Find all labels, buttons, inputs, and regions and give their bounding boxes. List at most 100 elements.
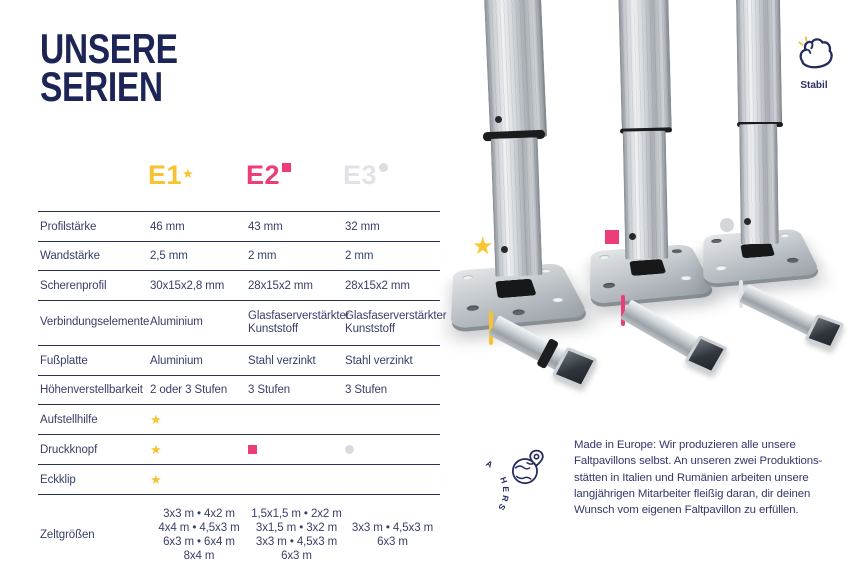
plate-hole	[462, 275, 473, 280]
cell-e1: ★	[150, 435, 248, 464]
row-label: Profilstärke	[40, 220, 97, 233]
cell-e3: 28x15x2 mm	[345, 279, 410, 292]
row-label: Scherenprofil	[40, 279, 107, 292]
text-line: stätten in Italien und Rumänien arbeiten…	[574, 471, 809, 484]
row-label: Fußplatte	[40, 354, 88, 367]
europe-stamp: HERSTELLER AUS EUROPA	[438, 427, 568, 528]
table-row-fussplatte: Fußplatte Aluminium Stahl verzinkt Stahl…	[38, 345, 440, 375]
row-label: Zeltgrößen	[40, 529, 95, 541]
square-icon	[248, 445, 257, 454]
series-header-e3: E3	[343, 160, 389, 191]
size-line: 4x4 m • 4,5x3 m	[158, 522, 240, 534]
plate-hole	[603, 282, 616, 289]
cell-e1: Aluminium	[150, 316, 203, 329]
series-header-e2: E2	[246, 160, 292, 191]
made-in-europe-text: Made in Europe: Wir produzieren alle uns…	[574, 437, 844, 518]
cell-e2: Stahl verzinkt	[248, 354, 316, 367]
pole-e2-lower	[622, 130, 669, 260]
size-line: 6x3 m	[281, 550, 312, 562]
series-header-e1: E1★	[148, 160, 194, 191]
plate-hole	[679, 274, 693, 281]
stabil-label: Stabil	[800, 80, 828, 91]
row-label: Druckknopf	[40, 443, 98, 456]
tube-clamp	[536, 337, 560, 369]
cell-e2: 28x15x2 mm	[248, 279, 313, 292]
size-line: 3x3 m • 4,5x3 m	[351, 522, 434, 534]
plate-hole	[599, 254, 610, 260]
square-icon	[605, 230, 619, 244]
tick-e3	[739, 280, 743, 308]
rubber-collar	[629, 258, 667, 276]
page-title-line2: SERIEN	[40, 63, 163, 110]
plate-hole	[711, 238, 722, 244]
cell-e2	[248, 435, 345, 464]
cell-e3: 3 Stufen	[345, 384, 388, 396]
series-e2-label: E2	[246, 160, 281, 190]
circle-icon	[379, 163, 389, 172]
table-row-profilstaerke: Profilstärke 46 mm 43 mm 32 mm	[38, 211, 440, 241]
row-label: Aufstellhilfe	[40, 413, 98, 426]
pole-e2-upper	[618, 0, 672, 133]
cell-e3	[345, 465, 440, 494]
rubber-collar	[495, 278, 537, 299]
size-line: 8x4 m	[183, 550, 215, 562]
tick-e2	[621, 295, 625, 326]
cell-e2	[248, 405, 345, 434]
cell-e3: Glasfaserverstärkter Kunststoff	[345, 309, 447, 336]
table-row-zeltgroessen: Zeltgrößen 3x3 m • 4x2 m 4x4 m • 4,5x3 m…	[38, 494, 440, 563]
cell-e2: 43 mm	[248, 220, 283, 233]
cell-e2: 3 Stufen	[248, 384, 291, 396]
cell-e3: 32 mm	[345, 220, 380, 233]
cell-e2: 1,5x1,5 m • 2x2 m 3x1,5 m • 3x2 m 3x3 m …	[248, 497, 345, 563]
star-icon: ★	[182, 166, 195, 181]
pole-hole	[495, 116, 502, 123]
star-icon: ★	[150, 411, 162, 427]
table-row-verbindungselemente: Verbindungselemente Aluminium Glasfaserv…	[38, 300, 447, 345]
star-icon: ★	[150, 471, 162, 487]
cell-e1: 46 mm	[150, 220, 185, 233]
row-label: Wandstärke	[40, 250, 100, 262]
table-row-eckklip: Eckklip ★	[38, 464, 440, 494]
row-label: Eckklip	[40, 473, 76, 486]
circle-icon	[345, 445, 354, 454]
star-icon: ★	[150, 441, 162, 457]
cell-e1: ★	[150, 405, 248, 434]
plate-hole	[671, 249, 683, 254]
cell-e3: 2 mm	[345, 250, 374, 262]
profile-tube-e2	[620, 293, 734, 375]
cell-e2	[248, 465, 345, 494]
pole-e3-lower	[739, 123, 779, 245]
pole-e1-upper	[483, 0, 548, 140]
size-line: 6x3 m • 6x4 m	[163, 536, 235, 548]
table-row-scherenprofil: Scherenprofil 30x15x2,8 mm 28x15x2 mm 28…	[38, 270, 440, 300]
pole-e3-upper	[735, 0, 783, 125]
cell-e3: Stahl verzinkt	[345, 354, 413, 367]
page-title-line1: UNSERE	[40, 25, 178, 72]
text-line: Faltpavillons selbst. An unseren zwei Pr…	[574, 455, 823, 468]
cell-e1: 3x3 m • 4x2 m 4x4 m • 4,5x3 m 6x3 m • 6x…	[150, 497, 248, 563]
size-line: 3x3 m • 4,5x3 m	[255, 536, 338, 548]
globe-icon	[511, 458, 538, 485]
tube-body	[739, 283, 821, 337]
circle-icon	[720, 218, 734, 232]
cell-e1: Aluminium	[150, 354, 203, 367]
cell-e1: ★	[150, 465, 248, 494]
plate-hole	[778, 233, 791, 238]
text-line: Wunsch vom eigenen Faltpavillon zu erfül…	[574, 504, 799, 517]
size-line: 6x3 m	[377, 536, 408, 548]
text-line: Made in Europe: Wir produzieren alle uns…	[574, 439, 796, 451]
table-row-hoehenverstellbarkeit: Höhenverstellbarkeit 2 oder 3 Stufen 3 S…	[38, 375, 440, 404]
star-icon: ★	[472, 233, 494, 260]
cell-e3	[345, 435, 440, 464]
profile-tube-e1	[488, 308, 602, 389]
stabil-badge: Stabil	[790, 34, 838, 91]
row-label: Höhenverstellbarkeit	[40, 384, 143, 396]
series-e3-label: E3	[343, 160, 378, 190]
muscle-arm-icon	[798, 36, 833, 69]
plate-hole	[466, 304, 480, 312]
square-icon	[282, 163, 292, 172]
cell-e3	[345, 405, 440, 434]
cell-e3: 3x3 m • 4,5x3 m 6x3 m	[345, 497, 440, 563]
size-line: 1,5x1,5 m • 2x2 m	[251, 508, 342, 520]
